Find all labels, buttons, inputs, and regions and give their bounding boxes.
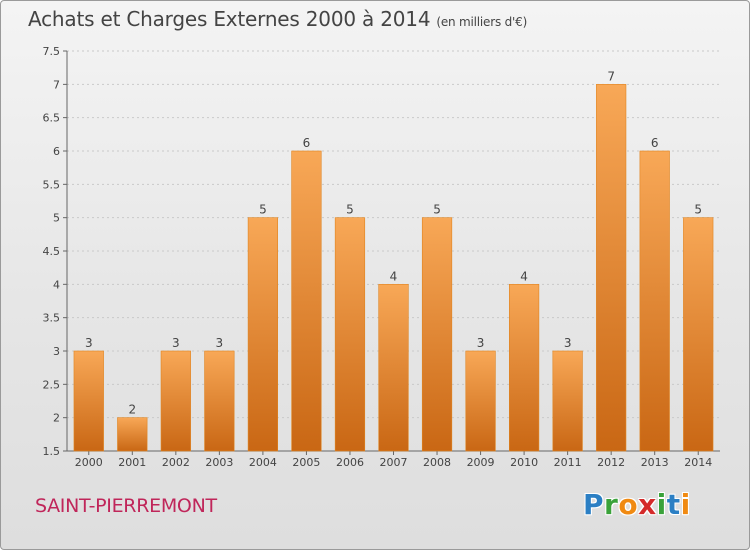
bar-value-label: 2 — [128, 403, 136, 417]
x-tick-label: 2008 — [423, 456, 451, 469]
y-tick-label: 4.5 — [43, 245, 61, 258]
y-tick-label: 4 — [53, 278, 60, 291]
bar — [378, 284, 409, 452]
bar — [596, 84, 627, 452]
logo-letter: r — [604, 488, 619, 521]
x-tick-label: 2002 — [162, 456, 190, 469]
x-tick-label: 2006 — [336, 456, 364, 469]
x-tick-label: 2011 — [554, 456, 582, 469]
bar — [508, 284, 540, 452]
logo-letter: x — [638, 488, 657, 521]
logo-letter: t — [666, 488, 681, 521]
bar-value-label: 3 — [172, 336, 180, 350]
y-tick-label: 1.5 — [43, 445, 61, 458]
chart-unit: (en milliers d'€) — [436, 15, 528, 29]
bar — [552, 350, 583, 452]
bar — [465, 350, 496, 452]
bar-value-label: 3 — [216, 336, 224, 350]
bar — [334, 217, 366, 452]
bar — [117, 417, 148, 452]
bar-value-label: 5 — [259, 203, 267, 217]
bar-value-label: 4 — [390, 269, 398, 283]
x-tick-label: 2013 — [641, 456, 669, 469]
bar-value-label: 3 — [85, 336, 93, 350]
bar — [204, 350, 235, 452]
x-tick-label: 2004 — [249, 456, 277, 469]
chart-title: Achats et Charges Externes 2000 à 2014 (e… — [28, 7, 527, 31]
logo-letter: o — [618, 488, 639, 521]
y-tick-label: 7.5 — [43, 45, 61, 58]
bar — [160, 350, 191, 452]
bar — [73, 350, 104, 452]
y-tick-label: 3.5 — [43, 312, 61, 325]
bar-value-label: 3 — [477, 336, 485, 350]
x-tick-label: 2001 — [118, 456, 146, 469]
bar-value-label: 6 — [303, 136, 311, 150]
y-tick-label: 6 — [53, 145, 60, 158]
y-tick-label: 5.5 — [43, 178, 61, 191]
x-tick-label: 2007 — [380, 456, 408, 469]
bar-value-label: 5 — [694, 203, 702, 217]
y-tick-label: 7 — [53, 78, 60, 91]
y-tick-label: 2 — [53, 412, 60, 425]
data-labels: 3 2 3 3 5 6 5 4 5 3 4 3 7 6 5 — [85, 69, 702, 416]
logo-letter: i — [656, 488, 667, 521]
y-tick-label: 5 — [53, 212, 60, 225]
bar — [421, 217, 453, 452]
bar-value-label: 5 — [433, 203, 441, 217]
proxiti-logo: Proxiti — [583, 488, 691, 521]
bar-value-label: 7 — [607, 69, 615, 83]
x-tick-label: 2009 — [467, 456, 495, 469]
logo-letter: i — [680, 488, 691, 521]
chart-title-text: Achats et Charges Externes 2000 à 2014 — [28, 7, 431, 31]
x-tick-label: 2005 — [292, 456, 320, 469]
y-tick-label: 2.5 — [43, 378, 61, 391]
x-tick-label: 2010 — [510, 456, 538, 469]
x-tick-label: 2012 — [597, 456, 625, 469]
y-tick-label: 6.5 — [43, 112, 61, 125]
axes: 1.5 2 2.5 3 3.5 4 4.5 5 5.5 6 6.5 7 7.5 2000 2001 2002 2… — [43, 45, 720, 469]
logo-letter: P — [583, 488, 605, 521]
bar-value-label: 6 — [651, 136, 659, 150]
bar — [683, 217, 714, 452]
town-name: SAINT-PIERREMONT — [35, 495, 217, 517]
bar — [639, 150, 670, 452]
x-tick-label: 2014 — [684, 456, 712, 469]
bar — [291, 150, 322, 452]
bars — [73, 84, 714, 452]
bar-value-label: 5 — [346, 203, 354, 217]
x-tick-label: 2003 — [205, 456, 233, 469]
bar — [247, 217, 279, 452]
y-tick-label: 3 — [53, 345, 60, 358]
bar-value-label: 3 — [564, 336, 572, 350]
bar-value-label: 4 — [520, 269, 528, 283]
x-tick-label: 2000 — [75, 456, 103, 469]
